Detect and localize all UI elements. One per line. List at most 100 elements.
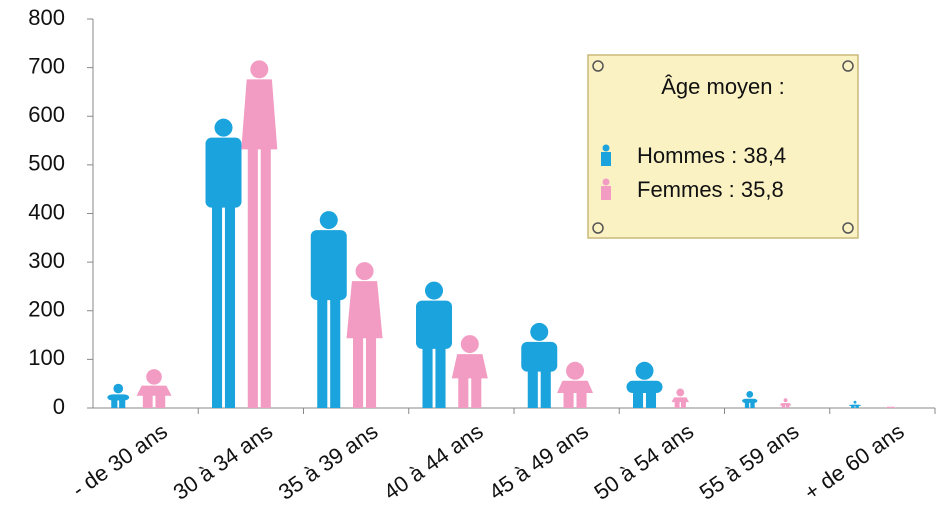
y-tick-label: 100 (28, 345, 65, 370)
figure-head (783, 398, 788, 403)
figure-leg (563, 392, 574, 408)
bar (779, 398, 792, 408)
x-tick-label: 30 à 34 ans (169, 418, 278, 504)
figure-leg (365, 337, 377, 408)
y-tick-label: 500 (28, 151, 65, 176)
figure-body (779, 403, 792, 406)
figure-body (626, 380, 663, 394)
figure-head (425, 281, 444, 300)
y-tick-label: 300 (28, 248, 65, 273)
x-tick-label: 50 à 54 ans (590, 418, 699, 504)
figure-body (849, 404, 862, 407)
bar (557, 361, 594, 408)
legend-icon (601, 178, 611, 200)
figure-body (451, 354, 488, 379)
y-tick-label: 800 (28, 5, 65, 30)
figure-leg (142, 394, 153, 408)
figure-leg (211, 206, 223, 408)
figure-body (107, 394, 130, 401)
y-tick-label: 200 (28, 297, 65, 322)
legend-icon-head (602, 178, 610, 186)
x-tick-label: 45 à 49 ans (484, 418, 593, 504)
figure-head (635, 361, 654, 380)
y-tick-label: 600 (28, 102, 65, 127)
figure-leg (576, 392, 587, 408)
bar (241, 60, 278, 409)
figure-head (214, 118, 233, 137)
bar (626, 361, 663, 408)
legend-icon-head (602, 144, 610, 152)
figure-head (250, 60, 269, 79)
bar (310, 211, 347, 408)
x-tick-label: 55 à 59 ans (695, 418, 804, 504)
figure-leg (111, 399, 118, 408)
figure-leg (781, 404, 786, 408)
figure-leg (458, 377, 469, 408)
figure-leg (155, 394, 166, 408)
bar (671, 388, 690, 408)
figure-head (319, 211, 338, 230)
y-tick-label: 400 (28, 199, 65, 224)
figure-body (671, 397, 690, 403)
figure-leg (645, 392, 657, 408)
x-tick-label: 40 à 44 ans (379, 418, 488, 504)
figure-leg (674, 401, 680, 408)
figure-body (205, 137, 242, 208)
bar (884, 405, 897, 408)
bar (742, 390, 758, 408)
legend-screws (592, 60, 854, 234)
figure-leg (330, 299, 341, 408)
figure-head (355, 262, 374, 281)
figure-leg (786, 404, 790, 408)
figure-head (460, 335, 479, 354)
legend-icon-body (601, 186, 611, 200)
y-tick-label: 0 (53, 394, 65, 419)
figure-head (746, 390, 754, 398)
bar (136, 369, 172, 408)
bar (451, 335, 488, 408)
figure-leg (750, 401, 755, 408)
legend-label: Femmes : 35,8 (637, 177, 784, 202)
figure-head (853, 400, 857, 404)
figure-leg (422, 347, 433, 408)
figure-body (136, 385, 172, 396)
y-tick-label: 700 (28, 53, 65, 78)
figure-leg (119, 399, 126, 408)
figure-leg (527, 370, 538, 408)
figure-leg (317, 299, 328, 408)
figure-leg (886, 406, 891, 408)
figure-leg (471, 377, 482, 408)
figure-head (530, 322, 549, 341)
figure-body (557, 380, 594, 394)
figure-head (146, 369, 162, 385)
figure-head (113, 383, 124, 394)
legend-label: Hommes : 38,4 (637, 143, 786, 168)
figure-body (742, 398, 758, 403)
x-tick-label: 35 à 39 ans (274, 418, 383, 504)
figure-leg (891, 406, 895, 408)
figure-leg (224, 206, 236, 408)
bar (107, 383, 130, 408)
bar (521, 322, 558, 408)
figure-leg (353, 337, 364, 408)
figure-body (416, 300, 453, 349)
legend-box (587, 54, 859, 239)
bar (416, 281, 453, 408)
figure-leg (851, 405, 855, 408)
figure-leg (855, 405, 859, 408)
figure-body (346, 281, 383, 339)
figure-body (310, 230, 347, 301)
figure-leg (260, 148, 271, 409)
figure-leg (632, 392, 644, 408)
figure-leg (680, 401, 686, 408)
figure-leg (540, 370, 551, 408)
figure-leg (435, 347, 446, 408)
legend-icon (601, 144, 611, 166)
figure-head (566, 361, 585, 380)
figure-body (521, 341, 558, 372)
x-tick-label: - de 30 ans (67, 418, 172, 502)
figure-head (890, 405, 892, 407)
figure-head (676, 388, 685, 397)
bar (849, 400, 862, 408)
legend-icon-body (601, 152, 611, 166)
